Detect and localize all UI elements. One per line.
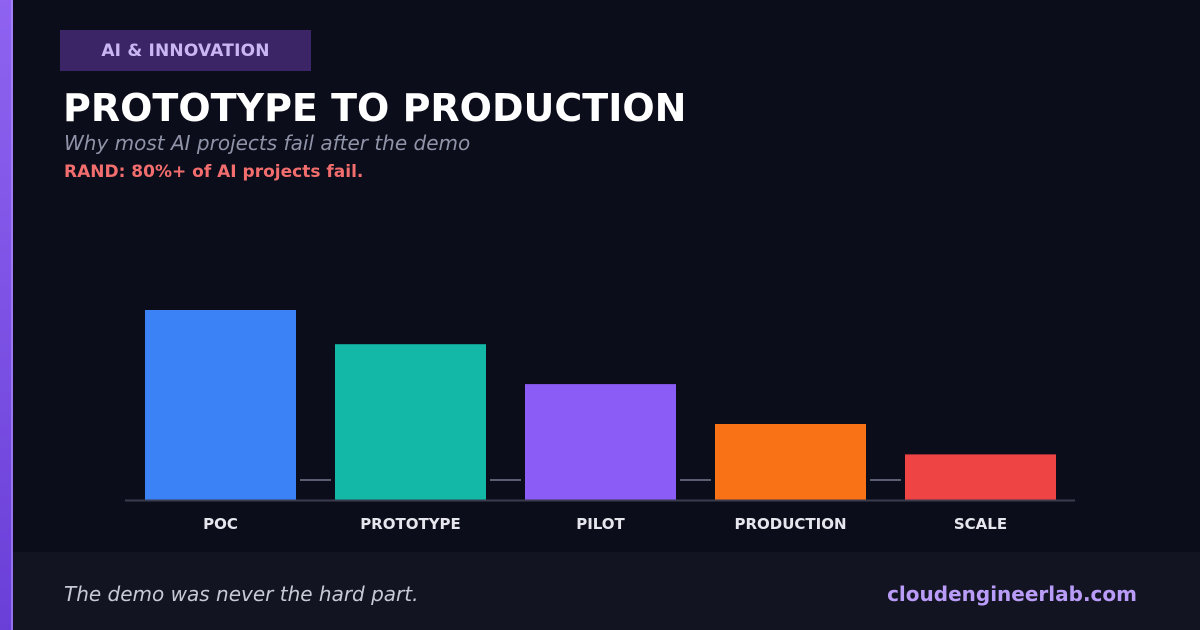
site-link[interactable]: cloudengineerlab.com bbox=[887, 582, 1137, 606]
category-badge: AI & INNOVATION bbox=[60, 30, 311, 71]
stat-callout: RAND: 80%+ of AI projects fail. bbox=[64, 162, 364, 182]
page-title: PROTOTYPE TO PRODUCTION bbox=[63, 86, 687, 130]
accent-bar bbox=[0, 0, 13, 630]
x-tick-label: SCALE bbox=[954, 515, 1007, 533]
x-tick-label: PILOT bbox=[576, 515, 625, 533]
bar-prototype bbox=[335, 344, 486, 500]
x-tick-label: PRODUCTION bbox=[734, 515, 846, 533]
bar-poc bbox=[145, 310, 296, 500]
x-tick-label: PROTOTYPE bbox=[360, 515, 461, 533]
bar-pilot bbox=[525, 384, 676, 500]
footer-tagline: The demo was never the hard part. bbox=[64, 582, 419, 606]
page-subtitle: Why most AI projects fail after the demo bbox=[64, 131, 471, 155]
footer bbox=[13, 552, 1200, 630]
bar-scale bbox=[905, 454, 1056, 500]
x-tick-label: POC bbox=[203, 515, 238, 533]
bar-production bbox=[715, 424, 866, 500]
